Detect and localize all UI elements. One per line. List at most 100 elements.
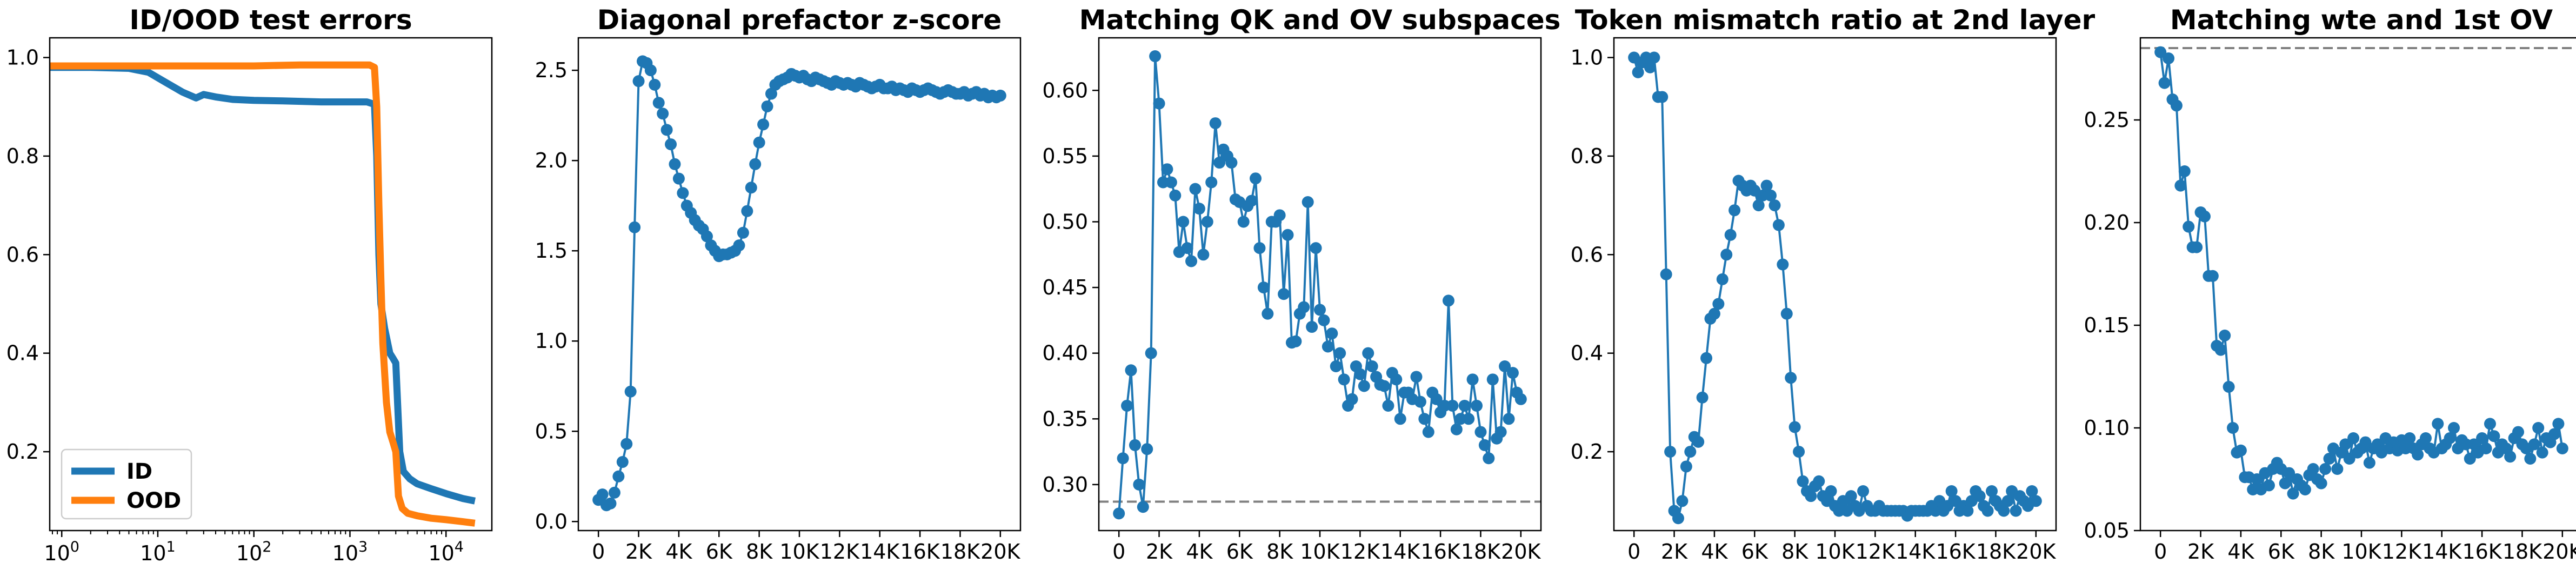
legend-label: OOD bbox=[126, 488, 181, 513]
data-point bbox=[1262, 307, 1274, 320]
data-point bbox=[1760, 179, 1773, 192]
data-point bbox=[2528, 438, 2540, 451]
data-point bbox=[2476, 432, 2488, 444]
data-point bbox=[1981, 505, 1994, 517]
data-point bbox=[2339, 438, 2352, 451]
data-point bbox=[2480, 442, 2492, 454]
y-tick-label: 0.0 bbox=[535, 509, 568, 533]
data-point bbox=[2532, 422, 2545, 434]
data-point bbox=[1113, 507, 1125, 520]
data-point bbox=[1712, 298, 1725, 310]
x-tick-label: 18K bbox=[2502, 540, 2542, 564]
x-tick-label: 12K bbox=[820, 540, 860, 564]
data-point bbox=[1644, 61, 1656, 73]
y-tick-label: 0.5 bbox=[535, 419, 568, 443]
data-point bbox=[1362, 347, 1374, 359]
data-point bbox=[2154, 46, 2167, 58]
data-point bbox=[1121, 399, 1133, 412]
data-point bbox=[1660, 268, 1672, 280]
data-point bbox=[1656, 91, 1669, 103]
data-point bbox=[1237, 216, 1250, 228]
data-point bbox=[1358, 380, 1370, 392]
data-point bbox=[1458, 399, 1471, 412]
data-point bbox=[1322, 340, 1334, 353]
x-tick-label: 2K bbox=[625, 540, 652, 564]
data-point bbox=[1684, 446, 1697, 458]
data-point bbox=[596, 488, 609, 501]
y-tick-label: 0.20 bbox=[2084, 211, 2130, 234]
data-point bbox=[741, 205, 753, 217]
data-point bbox=[2158, 77, 2171, 89]
data-point bbox=[2552, 418, 2565, 430]
chart-title: Diagonal prefactor z-score bbox=[597, 4, 1002, 36]
data-point bbox=[753, 136, 765, 149]
data-point bbox=[2484, 418, 2496, 430]
chart-title: Matching QK and OV subspaces bbox=[1079, 4, 1561, 36]
panel-3: Matching QK and OV subspaces 0 2K 4K 6K 8K 10K… bbox=[1042, 4, 1560, 564]
y-tick-label: 1.0 bbox=[535, 329, 568, 353]
data-point bbox=[677, 187, 689, 199]
x-tick-label: 10K bbox=[2341, 540, 2381, 564]
y-tick-label: 0.25 bbox=[2084, 108, 2130, 132]
panel-1: ID/OOD test errors 100 101 102 103 104 0.2 0.4 0… bbox=[6, 4, 493, 565]
data-point bbox=[2223, 381, 2235, 393]
data-point bbox=[2219, 330, 2231, 341]
data-point bbox=[2488, 430, 2500, 442]
x-tick-label: 10K bbox=[779, 540, 819, 564]
data-point bbox=[2191, 241, 2203, 253]
data-point bbox=[1486, 373, 1499, 386]
data-point bbox=[1306, 321, 1318, 333]
data-point bbox=[1382, 399, 1394, 412]
data-point bbox=[1466, 373, 1479, 386]
x-tick-label: 20K bbox=[2542, 540, 2576, 564]
data-point bbox=[612, 470, 625, 482]
x-tick-label: 8K bbox=[1266, 540, 1293, 564]
data-point bbox=[604, 497, 617, 509]
data-point bbox=[1422, 426, 1434, 438]
y-tick-label: 0.8 bbox=[6, 144, 39, 168]
series-line-id bbox=[50, 64, 476, 505]
chart-title: Matching wte and 1st OV bbox=[2170, 4, 2553, 36]
data-point bbox=[2412, 448, 2424, 461]
data-point bbox=[1273, 209, 1286, 222]
data-point bbox=[1752, 199, 1765, 212]
x-tick-label: 14K bbox=[2422, 540, 2462, 564]
data-point bbox=[1708, 307, 1720, 320]
data-point bbox=[1765, 189, 1777, 202]
y-tick-label: 0.4 bbox=[1571, 341, 1603, 365]
y-tick-label: 0.2 bbox=[1571, 440, 1603, 464]
data-point bbox=[1326, 327, 1338, 340]
axes-frame bbox=[1613, 37, 2057, 532]
legend-label: ID bbox=[126, 459, 152, 484]
data-point bbox=[2198, 210, 2211, 223]
data-point bbox=[1225, 157, 1238, 169]
data-point bbox=[994, 89, 1006, 102]
y-tick-label: 0.40 bbox=[1042, 341, 1088, 365]
x-tick-label: 2K bbox=[1146, 540, 1173, 564]
plot-area bbox=[592, 55, 1006, 512]
data-point bbox=[2548, 428, 2560, 440]
data-point bbox=[2163, 52, 2175, 64]
y-tick-label: 2.0 bbox=[535, 149, 568, 172]
data-point bbox=[1769, 199, 1781, 212]
axes-frame bbox=[577, 37, 1022, 532]
data-point bbox=[2283, 467, 2295, 479]
x-tick-label: 6K bbox=[1741, 540, 1769, 564]
data-point bbox=[1494, 426, 1507, 438]
data-point bbox=[1632, 66, 1644, 78]
data-point bbox=[632, 75, 645, 88]
y-tick-label: 0.55 bbox=[1042, 144, 1088, 168]
chart-title: ID/OOD test errors bbox=[129, 4, 412, 36]
data-point bbox=[620, 438, 633, 450]
data-point bbox=[2174, 179, 2187, 192]
data-point bbox=[1664, 446, 1677, 458]
data-point bbox=[624, 385, 637, 398]
x-tick-label: 4K bbox=[1186, 540, 1213, 564]
data-point bbox=[2299, 484, 2311, 495]
data-point bbox=[1805, 490, 1817, 502]
data-point bbox=[1729, 204, 1741, 217]
data-point bbox=[1716, 273, 1729, 285]
data-point bbox=[629, 221, 641, 233]
data-point bbox=[749, 158, 762, 170]
